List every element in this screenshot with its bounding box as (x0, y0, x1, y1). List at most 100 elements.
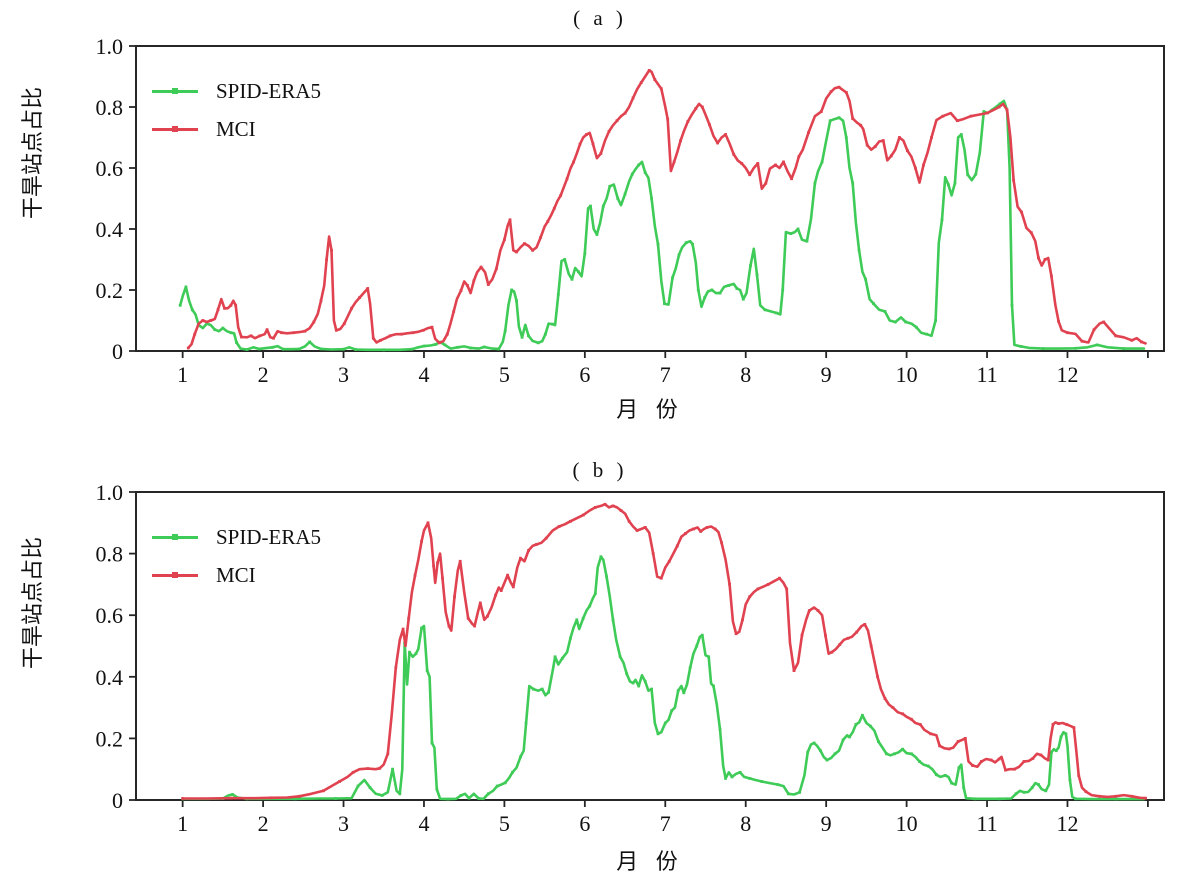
legend-marker-icon (172, 88, 178, 94)
series-marker (499, 589, 503, 592)
series-marker (748, 595, 752, 599)
series-marker (637, 163, 641, 167)
series-marker (334, 328, 338, 332)
y-tick-label: 0.4 (96, 217, 124, 242)
y-tick-label: 0.2 (96, 726, 124, 751)
x-tick-label: 6 (579, 362, 590, 387)
series-marker (527, 549, 530, 552)
series-marker (510, 288, 513, 292)
chart-a-legend: SPID-ERA5 MCI (152, 72, 321, 148)
series-marker (1010, 303, 1014, 307)
series-marker (532, 687, 535, 691)
x-tick-label: 7 (660, 362, 671, 387)
series-marker (258, 334, 262, 338)
series-marker (1022, 790, 1026, 794)
series-marker (1064, 732, 1068, 736)
series-marker (974, 172, 978, 176)
series-marker (569, 636, 572, 640)
series-marker (828, 119, 832, 123)
series-marker (776, 783, 780, 786)
series-marker (511, 585, 515, 589)
series-marker (1014, 792, 1018, 796)
series-marker (869, 644, 873, 648)
series-marker (904, 320, 908, 324)
series-marker (691, 242, 694, 246)
series-marker (789, 232, 793, 235)
series-marker (445, 332, 449, 336)
x-tick-label: 6 (579, 811, 590, 836)
series-marker (703, 296, 707, 299)
series-marker (851, 181, 855, 185)
series-marker (1144, 796, 1147, 800)
series-marker (696, 288, 700, 292)
series-marker (653, 78, 657, 81)
series-marker (631, 681, 635, 685)
series-line-spid-era5 (181, 555, 1146, 801)
series-marker (694, 107, 698, 110)
series-marker (426, 521, 430, 525)
series-marker (342, 347, 345, 351)
series-marker (486, 283, 490, 286)
series-marker (280, 331, 283, 335)
series-marker (615, 119, 619, 123)
series-marker (631, 96, 635, 100)
series-marker (371, 336, 375, 340)
series-marker (178, 303, 182, 307)
series-marker (667, 559, 671, 563)
series-marker (575, 618, 579, 622)
series-marker (700, 633, 704, 637)
series-marker (1013, 767, 1016, 771)
series-marker (1044, 789, 1048, 793)
series-marker (330, 248, 333, 252)
series-marker (556, 293, 560, 296)
x-tick-label: 4 (418, 811, 429, 836)
series-marker (635, 529, 639, 532)
legend-line-red (152, 126, 198, 132)
series-marker (401, 627, 405, 631)
series-line-spid-era5 (178, 99, 1146, 352)
series-marker (181, 797, 185, 800)
series-marker (1037, 256, 1040, 260)
series-marker (940, 218, 944, 222)
series-marker (581, 513, 585, 517)
series-marker (408, 650, 411, 654)
x-tick-label: 9 (821, 811, 832, 836)
series-marker (430, 741, 434, 745)
series-marker (650, 197, 653, 200)
series-marker (1074, 346, 1077, 350)
series-line-mci (181, 503, 1147, 800)
series-marker (998, 102, 1002, 106)
series-marker (520, 335, 524, 339)
series-marker (523, 242, 526, 245)
series-marker (863, 623, 867, 626)
series-marker (708, 123, 711, 127)
chart-a-x-axis-label: 月 份 (616, 397, 684, 422)
series-marker (756, 587, 760, 591)
series-marker (819, 110, 823, 113)
series-marker (1019, 345, 1023, 348)
series-marker (446, 797, 450, 801)
series-marker (671, 276, 674, 280)
series-marker (497, 347, 501, 351)
series-line-mci (187, 69, 1147, 350)
series-marker (186, 346, 190, 350)
series-marker (947, 183, 950, 187)
series-marker (700, 105, 704, 109)
legend-item-spid-era5: SPID-ERA5 (152, 518, 321, 556)
series-marker (386, 752, 390, 756)
series-marker (1057, 722, 1060, 725)
series-marker (1039, 753, 1043, 757)
series-marker (778, 576, 781, 580)
x-tick-label: 11 (976, 362, 997, 387)
series-marker (608, 184, 612, 188)
series-marker (705, 526, 709, 529)
series-marker (787, 792, 790, 796)
series-marker (467, 796, 471, 800)
series-marker (748, 173, 752, 177)
series-marker (569, 519, 572, 523)
series-marker (572, 160, 575, 164)
series-marker (712, 684, 715, 688)
series-marker (720, 541, 723, 545)
series-marker (391, 767, 394, 771)
series-marker (934, 319, 937, 322)
